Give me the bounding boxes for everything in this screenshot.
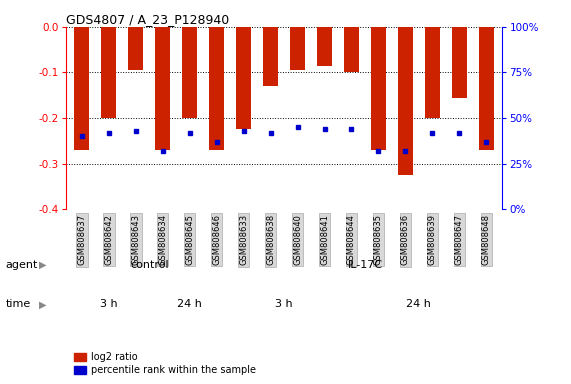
Bar — [102, 27, 116, 118]
Bar — [371, 27, 386, 150]
Text: IL-17C: IL-17C — [347, 260, 383, 270]
Bar — [236, 27, 251, 129]
Text: GDS4807 / A_23_P128940: GDS4807 / A_23_P128940 — [66, 13, 229, 26]
Bar — [209, 27, 224, 150]
Bar — [452, 27, 467, 98]
Text: 24 h: 24 h — [407, 299, 431, 310]
Bar — [74, 27, 89, 150]
Text: 3 h: 3 h — [275, 299, 293, 310]
Bar — [263, 27, 278, 86]
Text: ▶: ▶ — [39, 299, 47, 310]
Bar — [182, 27, 197, 118]
Bar — [479, 27, 494, 150]
Text: 3 h: 3 h — [100, 299, 118, 310]
Bar — [290, 27, 305, 70]
Bar — [128, 27, 143, 70]
Bar — [398, 27, 413, 175]
Text: ▶: ▶ — [39, 260, 47, 270]
Bar — [317, 27, 332, 66]
Bar — [344, 27, 359, 73]
Text: 24 h: 24 h — [177, 299, 202, 310]
Text: agent: agent — [6, 260, 38, 270]
Bar — [425, 27, 440, 118]
Bar — [155, 27, 170, 150]
Legend: log2 ratio, percentile rank within the sample: log2 ratio, percentile rank within the s… — [71, 348, 260, 379]
Text: control: control — [130, 260, 168, 270]
Text: time: time — [6, 299, 31, 310]
